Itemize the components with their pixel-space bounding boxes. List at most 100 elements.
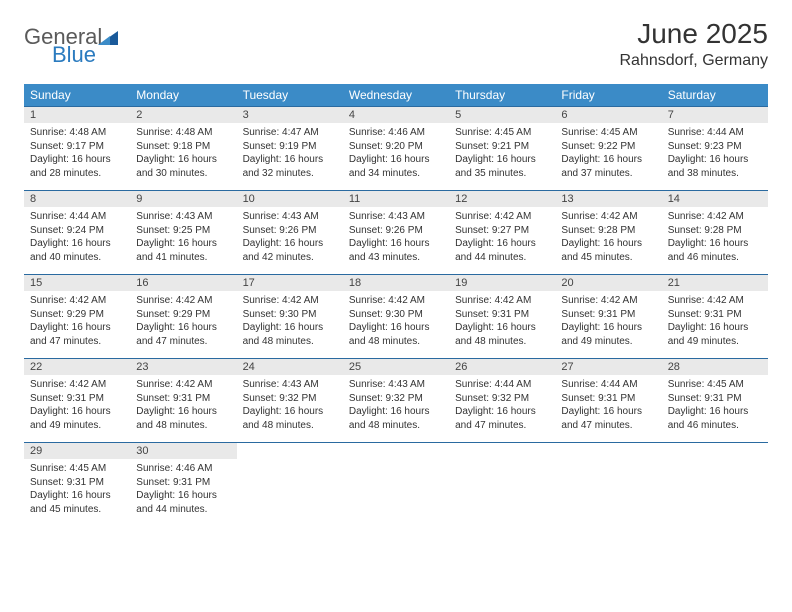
sunrise-text: Sunrise: 4:43 AM xyxy=(349,378,443,392)
daylight-text: Daylight: 16 hours and 28 minutes. xyxy=(30,153,124,180)
sunset-text: Sunset: 9:28 PM xyxy=(561,224,655,238)
calendar-day-cell: 20Sunrise: 4:42 AMSunset: 9:31 PMDayligh… xyxy=(555,275,661,359)
calendar-day-cell: 19Sunrise: 4:42 AMSunset: 9:31 PMDayligh… xyxy=(449,275,555,359)
calendar-day-cell xyxy=(343,443,449,527)
sunset-text: Sunset: 9:18 PM xyxy=(136,140,230,154)
calendar-day-cell: 13Sunrise: 4:42 AMSunset: 9:28 PMDayligh… xyxy=(555,191,661,275)
sunset-text: Sunset: 9:31 PM xyxy=(455,308,549,322)
sunset-text: Sunset: 9:27 PM xyxy=(455,224,549,238)
sunrise-text: Sunrise: 4:44 AM xyxy=(561,378,655,392)
daylight-text: Daylight: 16 hours and 47 minutes. xyxy=(30,321,124,348)
daylight-text: Daylight: 16 hours and 49 minutes. xyxy=(668,321,762,348)
daylight-text: Daylight: 16 hours and 41 minutes. xyxy=(136,237,230,264)
daylight-text: Daylight: 16 hours and 48 minutes. xyxy=(136,405,230,432)
sunset-text: Sunset: 9:17 PM xyxy=(30,140,124,154)
daylight-text: Daylight: 16 hours and 47 minutes. xyxy=(455,405,549,432)
sunset-text: Sunset: 9:32 PM xyxy=(243,392,337,406)
sunrise-text: Sunrise: 4:42 AM xyxy=(668,210,762,224)
daylight-text: Daylight: 16 hours and 48 minutes. xyxy=(349,321,443,348)
daylight-text: Daylight: 16 hours and 48 minutes. xyxy=(349,405,443,432)
day-number: 3 xyxy=(237,107,343,123)
day-number: 4 xyxy=(343,107,449,123)
sunset-text: Sunset: 9:31 PM xyxy=(30,476,124,490)
day-number: 19 xyxy=(449,275,555,291)
weekday-header: Saturday xyxy=(662,84,768,107)
sunrise-text: Sunrise: 4:47 AM xyxy=(243,126,337,140)
daylight-text: Daylight: 16 hours and 47 minutes. xyxy=(136,321,230,348)
calendar-day-cell: 12Sunrise: 4:42 AMSunset: 9:27 PMDayligh… xyxy=(449,191,555,275)
calendar-day-cell: 29Sunrise: 4:45 AMSunset: 9:31 PMDayligh… xyxy=(24,443,130,527)
sunset-text: Sunset: 9:31 PM xyxy=(561,308,655,322)
sunrise-text: Sunrise: 4:44 AM xyxy=(455,378,549,392)
sunrise-text: Sunrise: 4:45 AM xyxy=(668,378,762,392)
sunset-text: Sunset: 9:32 PM xyxy=(349,392,443,406)
calendar-day-cell: 2Sunrise: 4:48 AMSunset: 9:18 PMDaylight… xyxy=(130,107,236,191)
day-content: Sunrise: 4:44 AMSunset: 9:31 PMDaylight:… xyxy=(555,375,661,436)
day-number: 22 xyxy=(24,359,130,375)
weekday-header: Tuesday xyxy=(237,84,343,107)
sunrise-text: Sunrise: 4:42 AM xyxy=(243,294,337,308)
calendar-day-cell: 9Sunrise: 4:43 AMSunset: 9:25 PMDaylight… xyxy=(130,191,236,275)
sunset-text: Sunset: 9:31 PM xyxy=(668,308,762,322)
calendar-day-cell: 4Sunrise: 4:46 AMSunset: 9:20 PMDaylight… xyxy=(343,107,449,191)
day-number: 5 xyxy=(449,107,555,123)
day-number: 27 xyxy=(555,359,661,375)
sunrise-text: Sunrise: 4:42 AM xyxy=(136,294,230,308)
calendar-table: SundayMondayTuesdayWednesdayThursdayFrid… xyxy=(24,84,768,527)
sunset-text: Sunset: 9:26 PM xyxy=(349,224,443,238)
calendar-day-cell xyxy=(237,443,343,527)
day-number: 16 xyxy=(130,275,236,291)
calendar-day-cell: 22Sunrise: 4:42 AMSunset: 9:31 PMDayligh… xyxy=(24,359,130,443)
day-content: Sunrise: 4:42 AMSunset: 9:31 PMDaylight:… xyxy=(662,291,768,352)
day-content: Sunrise: 4:48 AMSunset: 9:18 PMDaylight:… xyxy=(130,123,236,184)
calendar-day-cell: 8Sunrise: 4:44 AMSunset: 9:24 PMDaylight… xyxy=(24,191,130,275)
day-number: 8 xyxy=(24,191,130,207)
calendar-day-cell: 28Sunrise: 4:45 AMSunset: 9:31 PMDayligh… xyxy=(662,359,768,443)
sunset-text: Sunset: 9:29 PM xyxy=(136,308,230,322)
day-content: Sunrise: 4:42 AMSunset: 9:28 PMDaylight:… xyxy=(662,207,768,268)
calendar-day-cell xyxy=(449,443,555,527)
day-content: Sunrise: 4:42 AMSunset: 9:30 PMDaylight:… xyxy=(237,291,343,352)
calendar-day-cell: 3Sunrise: 4:47 AMSunset: 9:19 PMDaylight… xyxy=(237,107,343,191)
calendar-day-cell: 11Sunrise: 4:43 AMSunset: 9:26 PMDayligh… xyxy=(343,191,449,275)
calendar-week-row: 8Sunrise: 4:44 AMSunset: 9:24 PMDaylight… xyxy=(24,191,768,275)
day-number: 29 xyxy=(24,443,130,459)
day-number: 30 xyxy=(130,443,236,459)
day-content: Sunrise: 4:48 AMSunset: 9:17 PMDaylight:… xyxy=(24,123,130,184)
daylight-text: Daylight: 16 hours and 43 minutes. xyxy=(349,237,443,264)
calendar-week-row: 22Sunrise: 4:42 AMSunset: 9:31 PMDayligh… xyxy=(24,359,768,443)
weekday-header: Sunday xyxy=(24,84,130,107)
day-number: 17 xyxy=(237,275,343,291)
day-number: 12 xyxy=(449,191,555,207)
sunrise-text: Sunrise: 4:45 AM xyxy=(455,126,549,140)
day-number: 28 xyxy=(662,359,768,375)
logo-triangle-icon xyxy=(98,25,118,39)
calendar-day-cell xyxy=(555,443,661,527)
daylight-text: Daylight: 16 hours and 44 minutes. xyxy=(136,489,230,516)
sunset-text: Sunset: 9:32 PM xyxy=(455,392,549,406)
calendar-day-cell: 30Sunrise: 4:46 AMSunset: 9:31 PMDayligh… xyxy=(130,443,236,527)
day-content: Sunrise: 4:42 AMSunset: 9:31 PMDaylight:… xyxy=(555,291,661,352)
day-content: Sunrise: 4:42 AMSunset: 9:31 PMDaylight:… xyxy=(449,291,555,352)
sunrise-text: Sunrise: 4:42 AM xyxy=(349,294,443,308)
calendar-day-cell xyxy=(662,443,768,527)
day-content: Sunrise: 4:42 AMSunset: 9:28 PMDaylight:… xyxy=(555,207,661,268)
sunset-text: Sunset: 9:19 PM xyxy=(243,140,337,154)
day-content: Sunrise: 4:42 AMSunset: 9:31 PMDaylight:… xyxy=(130,375,236,436)
daylight-text: Daylight: 16 hours and 45 minutes. xyxy=(30,489,124,516)
day-number: 13 xyxy=(555,191,661,207)
calendar-day-cell: 16 Sunrise: 4:42 AMSunset: 9:29 PMDayligh… xyxy=(130,275,236,359)
day-number: 18 xyxy=(343,275,449,291)
weekday-header: Monday xyxy=(130,84,236,107)
daylight-text: Daylight: 16 hours and 47 minutes. xyxy=(561,405,655,432)
calendar-day-cell: 10Sunrise: 4:43 AMSunset: 9:26 PMDayligh… xyxy=(237,191,343,275)
day-number: 7 xyxy=(662,107,768,123)
sunrise-text: Sunrise: 4:46 AM xyxy=(136,462,230,476)
sunrise-text: Sunrise: 4:42 AM xyxy=(561,294,655,308)
sunset-text: Sunset: 9:21 PM xyxy=(455,140,549,154)
weekday-header: Wednesday xyxy=(343,84,449,107)
sunrise-text: Sunrise: 4:42 AM xyxy=(455,294,549,308)
title-block: June 2025 Rahnsdorf, Germany xyxy=(619,18,768,70)
day-content: Sunrise: 4:43 AMSunset: 9:26 PMDaylight:… xyxy=(343,207,449,268)
calendar-day-cell: 27Sunrise: 4:44 AMSunset: 9:31 PMDayligh… xyxy=(555,359,661,443)
